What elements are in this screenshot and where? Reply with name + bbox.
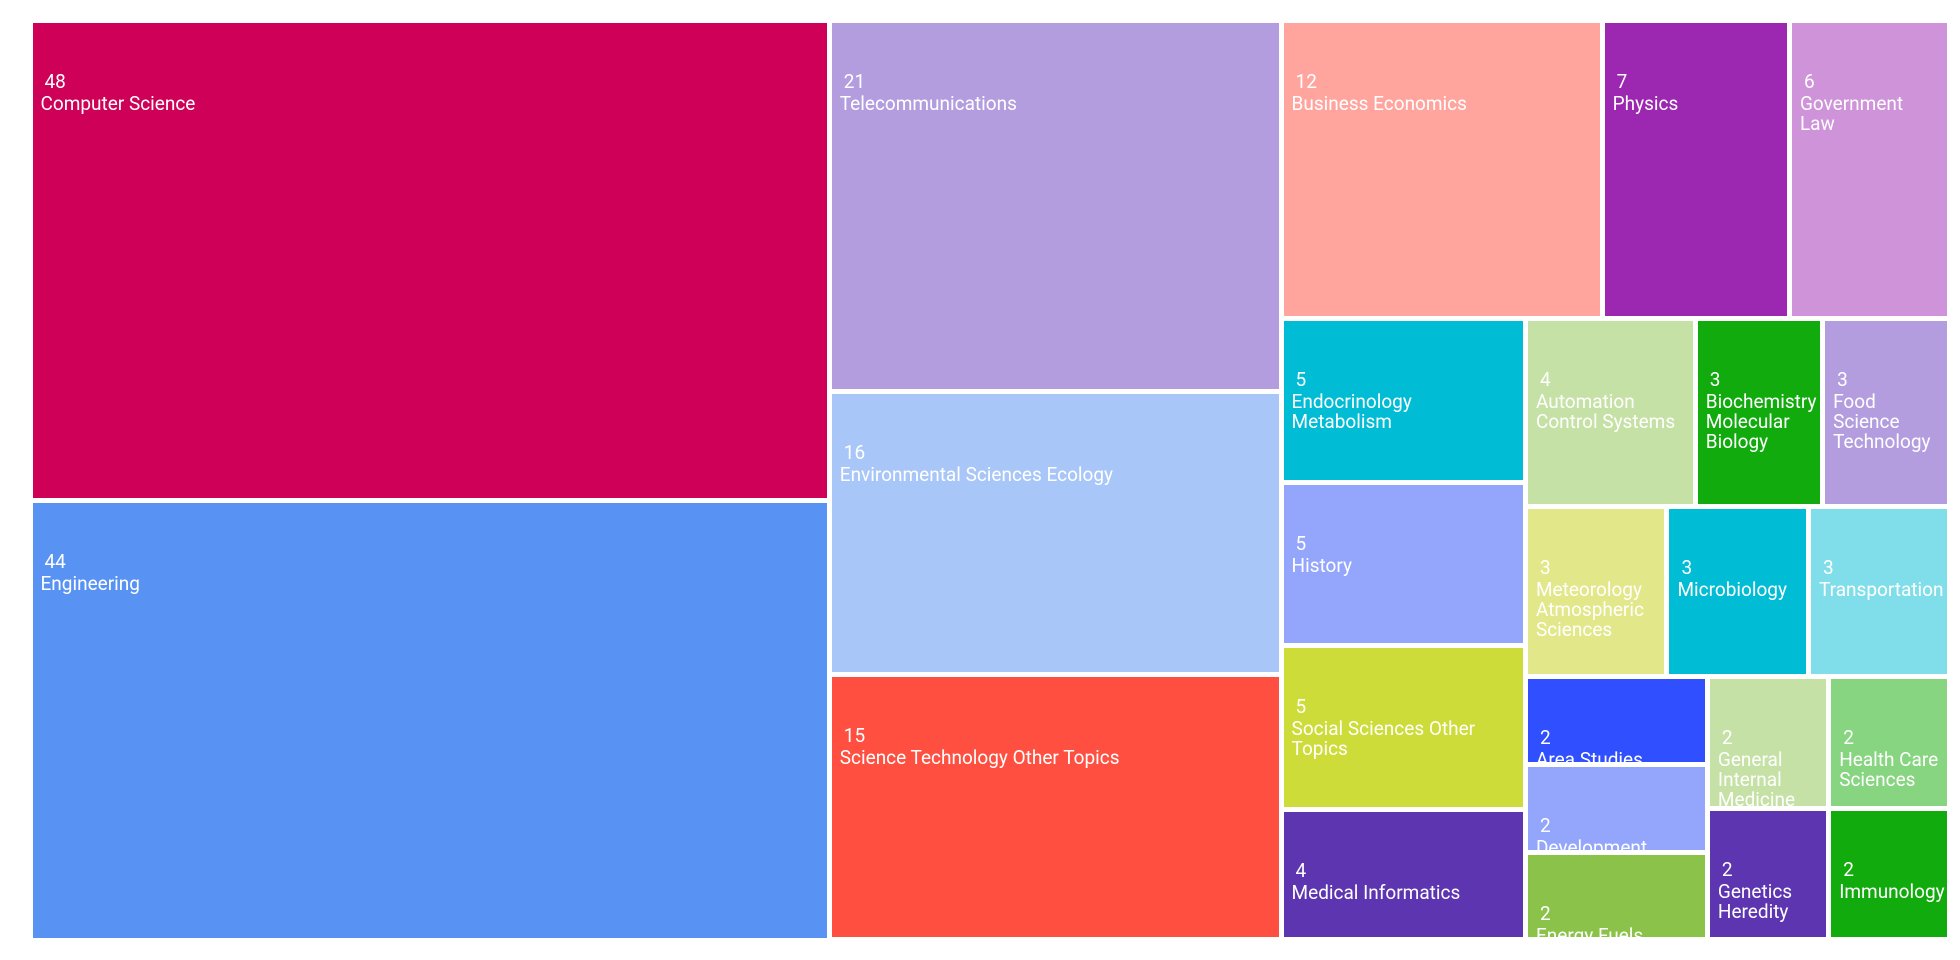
category-label: Area Studies: [1535, 747, 1643, 762]
category-label: Automation Control Systems: [1535, 390, 1676, 434]
category-label: Biochemistry Molecular Biology: [1705, 390, 1817, 454]
category-label: Business Economics: [1291, 91, 1467, 115]
value-label: 3: [1837, 368, 1848, 392]
value-label: 44: [44, 549, 66, 573]
value-label: 48: [44, 69, 66, 93]
tile: 3 Food Science Technology: [1825, 321, 1948, 505]
tile: 4 Medical Informatics: [1283, 811, 1523, 938]
value-label: 21: [843, 69, 866, 93]
tile: 7 Physics: [1604, 22, 1787, 317]
category-label: Science Technology Other Topics: [839, 746, 1120, 770]
tile: 3 Transportation: [1810, 509, 1948, 674]
tile: 5 Social Sciences Other Topics: [1283, 648, 1523, 807]
category-label: Meteorology Atmospheric Sciences: [1535, 578, 1644, 642]
tile: 4 Automation Control Systems: [1527, 321, 1693, 505]
category-label: Development Studies: [1535, 835, 1648, 850]
value-label: 5: [1295, 368, 1307, 392]
tile: 3 Meteorology Atmospheric Sciences: [1527, 509, 1665, 674]
tile: 2 Energy Fuels: [1527, 854, 1705, 938]
value-label: 2: [1721, 857, 1733, 881]
value-label: 3: [1539, 556, 1551, 580]
value-label: 2: [1721, 725, 1733, 749]
value-label: 2: [1539, 813, 1551, 837]
value-label: 7: [1616, 69, 1628, 93]
tile: 6 Government Law: [1791, 22, 1948, 317]
category-label: Transportation: [1818, 578, 1944, 602]
tile: 21 Telecommunications: [831, 22, 1279, 390]
tile: 2 General Internal Medicine: [1709, 678, 1827, 806]
value-label: 16: [843, 441, 866, 465]
category-label: Genetics Heredity: [1717, 879, 1793, 923]
tile: 2 Area Studies: [1527, 678, 1705, 762]
category-label: General Internal Medicine: [1717, 747, 1796, 806]
value-label: 4: [1539, 368, 1551, 392]
category-label: Microbiology: [1677, 578, 1787, 602]
value-label: 2: [1843, 857, 1854, 881]
tile: 2 Immunology: [1831, 810, 1948, 938]
tile: 12 Business Economics: [1283, 22, 1600, 317]
tile: 2 Health Care Sciences: [1831, 678, 1948, 806]
tile: 3 Microbiology: [1669, 509, 1806, 674]
value-label: 2: [1843, 725, 1854, 749]
tile: 15 Science Technology Other Topics: [831, 677, 1279, 938]
category-label: Government Law: [1799, 91, 1904, 135]
tile: 16 Environmental Sciences Ecology: [831, 394, 1279, 673]
category-label: Engineering: [40, 571, 140, 595]
value-label: 6: [1803, 69, 1815, 93]
value-label: 3: [1709, 368, 1721, 392]
treemap: 48 Computer Science 44 Engineering 21 Telecom…: [30, 20, 1950, 940]
value-label: 2: [1539, 901, 1551, 925]
tile: 5 Endocrinology Metabolism: [1283, 321, 1523, 480]
value-label: 3: [1681, 556, 1693, 580]
category-label: Physics: [1612, 91, 1679, 115]
category-label: Social Sciences Other Topics: [1291, 717, 1476, 761]
value-label: 15: [843, 724, 866, 748]
value-label: 5: [1295, 695, 1307, 719]
tile: 2 Genetics Heredity: [1709, 810, 1827, 938]
value-label: 5: [1295, 531, 1307, 555]
category-label: Immunology: [1839, 879, 1945, 903]
tile: 44 Engineering: [32, 502, 827, 938]
category-label: Endocrinology Metabolism: [1291, 390, 1412, 434]
category-label: Food Science Technology: [1833, 390, 1931, 454]
category-label: Telecommunications: [839, 91, 1017, 115]
value-label: 2: [1539, 725, 1551, 749]
category-label: History: [1291, 553, 1352, 577]
category-label: Health Care Sciences: [1839, 747, 1939, 791]
tile: 48 Computer Science: [32, 22, 827, 498]
category-label: Medical Informatics: [1291, 880, 1461, 904]
value-label: 3: [1822, 556, 1834, 580]
tile: 3 Biochemistry Molecular Biology: [1697, 321, 1821, 505]
tile: 5 History: [1283, 484, 1523, 644]
category-label: Computer Science: [40, 91, 196, 115]
category-label: Environmental Sciences Ecology: [839, 463, 1114, 487]
value-label: 4: [1295, 858, 1307, 882]
category-label: Energy Fuels: [1535, 923, 1644, 938]
value-label: 12: [1295, 69, 1317, 93]
